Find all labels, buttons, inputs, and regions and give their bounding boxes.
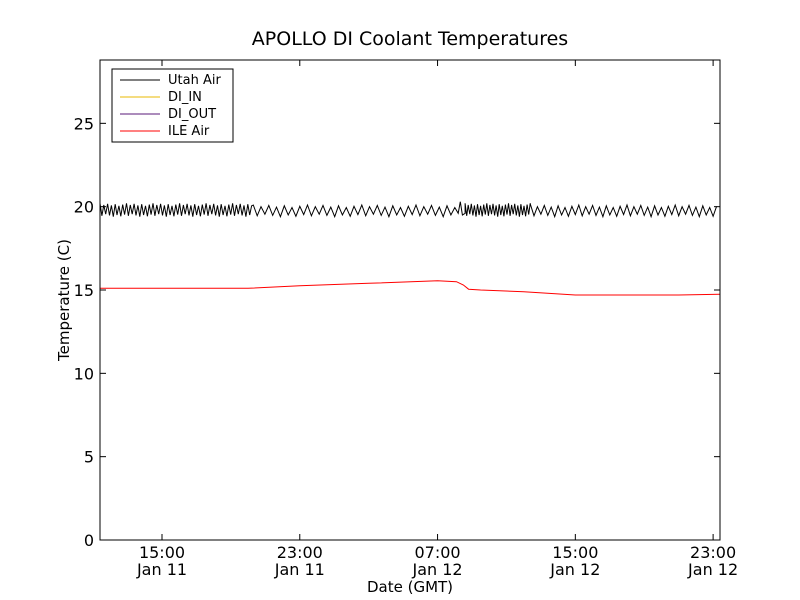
x-tick-time-1: 23:00	[277, 543, 323, 562]
legend-label-di-out: DI_OUT	[168, 107, 216, 122]
y-tick-label-20: 20	[74, 198, 94, 217]
legend-label-utah-air: Utah Air	[168, 73, 221, 88]
x-tick-date-0: Jan 11	[136, 560, 187, 579]
x-tick-date-3: Jan 12	[549, 560, 600, 579]
y-tick-label-5: 5	[84, 448, 94, 467]
series-layer	[99, 201, 721, 296]
x-tick-time-2: 07:00	[415, 543, 461, 562]
x-tick-time-0: 15:00	[139, 543, 185, 562]
y-tick-label-10: 10	[74, 364, 94, 383]
chart-title: APOLLO DI Coolant Temperatures	[252, 28, 568, 50]
series-line-ile-air	[100, 280, 721, 296]
legend-box	[111, 68, 234, 143]
x-axis-label: Date (GMT)	[367, 578, 453, 596]
y-tick-label-25: 25	[74, 114, 94, 133]
series-line-utah-air	[99, 201, 718, 219]
x-tick-time-3: 15:00	[552, 543, 598, 562]
legend-label-di-in: DI_IN	[168, 90, 202, 105]
legend-label-ile-air: ILE Air	[168, 124, 210, 139]
y-tick-label-0: 0	[84, 531, 94, 550]
x-tick-date-1: Jan 11	[274, 560, 325, 579]
y-tick-label-15: 15	[74, 281, 94, 300]
legend: Utah Air DI_IN DI_OUT ILE Air	[111, 68, 234, 143]
y-axis-label: Temperature (C)	[55, 239, 73, 362]
x-tick-time-4: 23:00	[690, 543, 736, 562]
x-tick-date-4: Jan 12	[687, 560, 738, 579]
x-tick-date-2: Jan 12	[412, 560, 463, 579]
plot-frame	[99, 59, 721, 541]
